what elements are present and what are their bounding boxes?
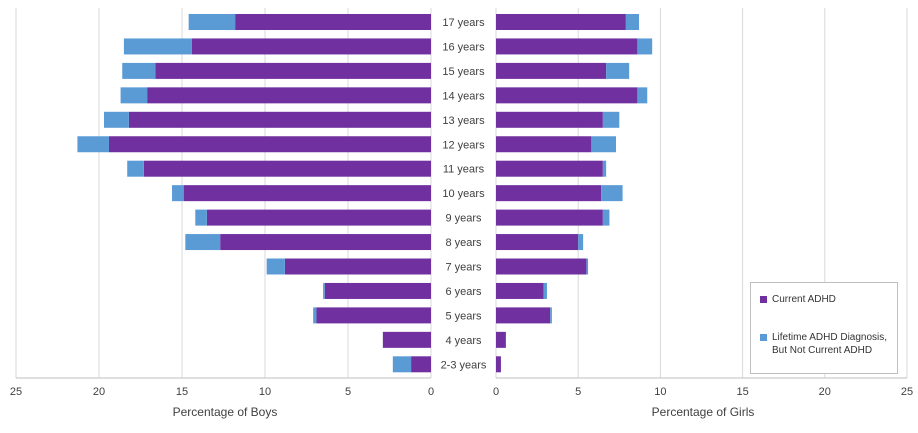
boys-current-bar <box>411 356 431 373</box>
category-label: 4 years <box>445 335 482 347</box>
left-tick-label: 0 <box>428 386 434 398</box>
girls-lifetime-bar <box>578 234 584 251</box>
boys-current-bar <box>191 38 431 55</box>
boys-lifetime-bar <box>323 282 325 299</box>
boys-current-bar <box>147 87 431 104</box>
right-axis-title: Percentage of Girls <box>652 405 755 419</box>
girls-current-bar <box>496 38 638 55</box>
boys-current-bar <box>316 307 431 324</box>
category-label: 2-3 years <box>441 359 487 371</box>
girls-current-bar <box>496 282 544 299</box>
girls-current-bar <box>496 14 626 30</box>
girls-lifetime-bar <box>606 62 630 79</box>
girls-lifetime-bar <box>601 185 623 202</box>
legend-item-lifetime: Lifetime ADHD Diagnosis, But Not Current… <box>760 331 887 357</box>
boys-lifetime-bar <box>172 185 184 202</box>
girls-current-bar <box>496 258 587 275</box>
boys-lifetime-bar <box>188 14 236 30</box>
girls-current-bar <box>496 185 602 202</box>
girls-current-bar <box>496 87 638 104</box>
girls-lifetime-bar <box>586 258 589 275</box>
right-tick-label: 10 <box>654 386 666 398</box>
category-label: 15 years <box>442 66 485 78</box>
boys-current-bar <box>128 111 431 128</box>
girls-lifetime-bar <box>550 307 552 324</box>
category-label: 5 years <box>445 310 482 322</box>
boys-lifetime-bar <box>77 136 109 153</box>
girls-current-bar <box>496 234 579 251</box>
right-tick-label: 0 <box>493 386 499 398</box>
category-label: 6 years <box>445 286 482 298</box>
girls-lifetime-bar <box>602 209 610 226</box>
right-tick-label: 5 <box>575 386 581 398</box>
girls-lifetime-bar <box>543 282 547 299</box>
girls-lifetime-bar <box>602 160 607 177</box>
girls-current-bar <box>496 62 607 79</box>
legend-swatch-lifetime <box>760 334 767 341</box>
category-label: 7 years <box>445 262 482 274</box>
category-label: 12 years <box>442 139 485 151</box>
boys-lifetime-bar <box>313 307 317 324</box>
girls-lifetime-bar <box>637 38 653 55</box>
right-tick-label: 25 <box>901 386 913 398</box>
boys-current-bar <box>284 258 431 275</box>
girls-current-bar <box>496 160 603 177</box>
boys-current-bar <box>155 62 431 79</box>
boys-lifetime-bar <box>266 258 285 275</box>
boys-lifetime-bar <box>103 111 129 128</box>
boys-current-bar <box>183 185 431 202</box>
boys-current-bar <box>143 160 431 177</box>
boys-lifetime-bar <box>123 38 192 55</box>
girls-current-bar <box>496 136 592 153</box>
boys-lifetime-bar <box>195 209 207 226</box>
category-label: 10 years <box>442 188 485 200</box>
boys-lifetime-bar <box>185 234 221 251</box>
girls-current-bar <box>496 356 501 373</box>
left-tick-label: 5 <box>345 386 351 398</box>
category-label: 13 years <box>442 115 485 127</box>
right-tick-label: 20 <box>819 386 831 398</box>
right-tick-label: 15 <box>736 386 748 398</box>
category-label: 9 years <box>445 213 482 225</box>
category-label: 14 years <box>442 90 485 102</box>
girls-lifetime-bar <box>637 87 648 104</box>
girls-lifetime-bar <box>625 14 640 30</box>
boys-lifetime-bar <box>127 160 144 177</box>
left-tick-label: 10 <box>259 386 271 398</box>
boys-current-bar <box>206 209 431 226</box>
boys-lifetime-bar <box>392 356 412 373</box>
girls-current-bar <box>496 111 603 128</box>
legend-swatch-current <box>760 296 767 303</box>
category-label: 16 years <box>442 41 485 53</box>
girls-current-bar <box>496 209 603 226</box>
legend-label-current: Current ADHD <box>772 294 836 305</box>
boys-lifetime-bar <box>120 87 148 104</box>
boys-current-bar <box>108 136 432 153</box>
category-label: 11 years <box>443 164 485 176</box>
boys-current-bar <box>235 14 431 30</box>
category-label: 17 years <box>442 17 485 29</box>
chart-legend: Current ADHD Lifetime ADHD Diagnosis, Bu… <box>750 282 898 374</box>
left-axis-title: Percentage of Boys <box>173 405 278 419</box>
left-tick-label: 25 <box>10 386 22 398</box>
category-label: 8 years <box>445 237 482 249</box>
boys-current-bar <box>220 234 431 251</box>
boys-current-bar <box>324 282 431 299</box>
legend-item-current: Current ADHD <box>760 293 836 306</box>
left-tick-label: 20 <box>93 386 105 398</box>
girls-current-bar <box>496 331 506 348</box>
boys-current-bar <box>382 331 431 348</box>
boys-lifetime-bar <box>122 62 156 79</box>
girls-lifetime-bar <box>602 111 620 128</box>
girls-current-bar <box>496 307 551 324</box>
legend-label-lifetime: Lifetime ADHD Diagnosis, But Not Current… <box>772 332 888 356</box>
left-tick-label: 15 <box>176 386 188 398</box>
girls-lifetime-bar <box>591 136 617 153</box>
